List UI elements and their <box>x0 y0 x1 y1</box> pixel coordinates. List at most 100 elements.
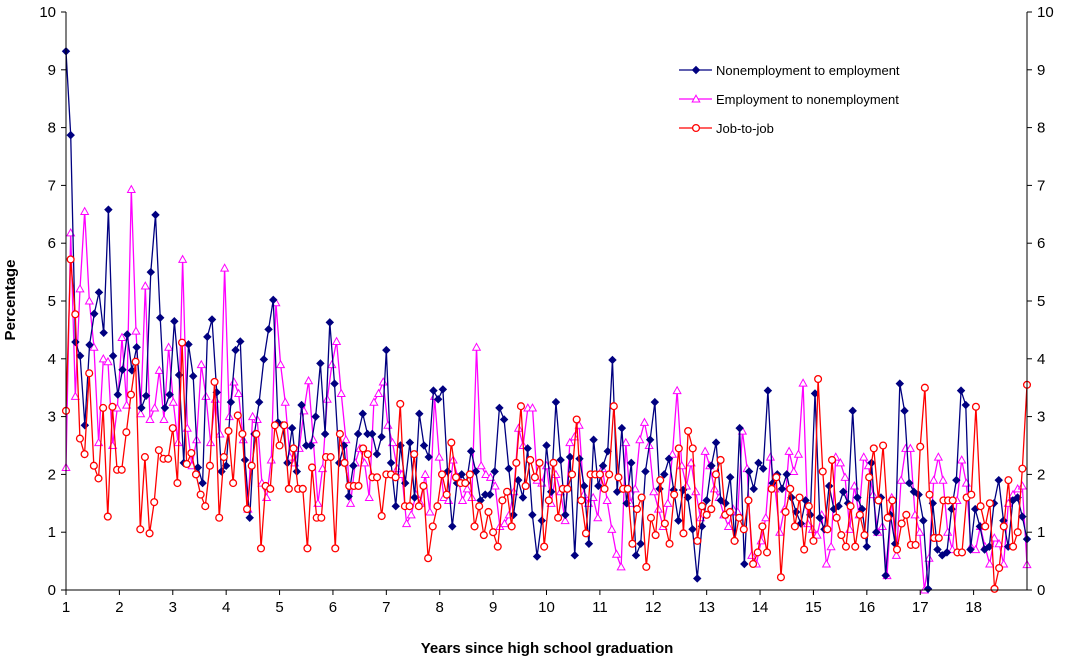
data-point <box>457 495 468 504</box>
data-point <box>438 385 448 394</box>
data-point <box>287 423 297 433</box>
data-point <box>636 539 645 548</box>
data-point <box>919 516 928 525</box>
data-point <box>691 486 701 496</box>
data-point <box>405 438 415 447</box>
legend-item-job-to-job: Job-to-job <box>679 121 774 136</box>
data-point <box>1017 481 1027 490</box>
data-point <box>419 441 429 450</box>
y-tick-label-left: 3 <box>48 409 56 426</box>
data-point <box>89 342 99 351</box>
data-point <box>493 542 502 551</box>
x-tick-label: 14 <box>752 599 769 616</box>
data-point <box>527 403 538 412</box>
data-point <box>433 395 443 404</box>
data-point <box>881 571 890 580</box>
data-point <box>132 343 141 352</box>
data-point <box>84 296 94 305</box>
data-point <box>226 397 236 407</box>
data-point <box>231 345 240 355</box>
data-point <box>358 409 368 418</box>
data-point <box>526 455 535 465</box>
data-point <box>747 550 757 559</box>
data-point <box>656 476 665 485</box>
data-point <box>178 338 187 347</box>
data-point <box>336 388 346 398</box>
data-point <box>233 388 244 398</box>
data-point <box>131 326 141 335</box>
data-point <box>631 551 641 560</box>
data-point <box>386 458 396 468</box>
data-point <box>121 400 132 409</box>
data-point <box>164 454 173 463</box>
data-point <box>498 496 507 505</box>
data-point <box>947 504 956 514</box>
data-point <box>540 542 549 551</box>
data-point <box>80 421 90 430</box>
data-point <box>707 461 716 470</box>
data-point <box>608 355 617 365</box>
data-point <box>795 493 804 502</box>
data-point <box>99 403 108 412</box>
data-point <box>461 479 470 488</box>
data-point <box>679 529 688 538</box>
data-point <box>429 386 438 395</box>
data-point <box>735 513 744 522</box>
data-point <box>123 330 132 339</box>
data-point <box>1013 528 1022 537</box>
data-point <box>217 467 226 476</box>
data-point <box>163 342 174 351</box>
data-point <box>584 539 594 548</box>
data-point <box>203 332 212 342</box>
data-point <box>512 458 521 467</box>
data-point <box>688 525 697 534</box>
y-tick-label-left: 7 <box>48 177 56 194</box>
data-point <box>425 507 435 516</box>
data-point <box>154 365 164 374</box>
data-point <box>865 473 874 482</box>
data-point <box>117 465 126 474</box>
data-point <box>956 386 966 395</box>
y-tick-label-right: 0 <box>1037 582 1045 599</box>
data-point <box>556 455 565 465</box>
data-point <box>598 461 608 470</box>
data-point <box>846 502 855 511</box>
data-point <box>589 435 598 444</box>
data-point <box>457 470 466 479</box>
data-point <box>929 475 939 484</box>
data-point <box>261 492 272 502</box>
data-point <box>782 470 791 479</box>
data-point <box>259 355 269 364</box>
data-point <box>943 527 953 536</box>
data-point <box>775 527 785 536</box>
legend-item-nonemployment-to-employment: Nonemployment to employment <box>679 63 900 78</box>
data-point <box>660 470 669 479</box>
data-point <box>400 478 410 488</box>
data-point <box>188 371 198 381</box>
data-point <box>219 453 228 462</box>
legend-item-employment-to-nonemployment: Employment to nonemployment <box>679 92 899 107</box>
data-point <box>995 563 1004 573</box>
data-point <box>471 342 482 351</box>
data-point <box>140 281 150 290</box>
data-point <box>749 484 758 494</box>
data-point <box>920 383 929 392</box>
x-tick-label: 5 <box>275 599 283 616</box>
data-point <box>609 402 618 411</box>
data-point <box>567 470 577 479</box>
data-point <box>306 441 316 450</box>
data-point <box>489 528 498 537</box>
data-point <box>860 531 869 540</box>
data-point <box>581 529 591 538</box>
series-line <box>65 258 1028 590</box>
data-point <box>137 403 146 413</box>
y-tick-label-right: 1 <box>1037 524 1045 541</box>
data-point <box>210 377 219 386</box>
data-point <box>165 390 174 399</box>
y-tick-label-left: 1 <box>48 524 56 541</box>
x-tick-label: 7 <box>382 599 390 616</box>
data-point <box>420 469 430 478</box>
data-point <box>765 452 776 461</box>
data-point <box>90 309 99 318</box>
data-point <box>812 530 822 539</box>
